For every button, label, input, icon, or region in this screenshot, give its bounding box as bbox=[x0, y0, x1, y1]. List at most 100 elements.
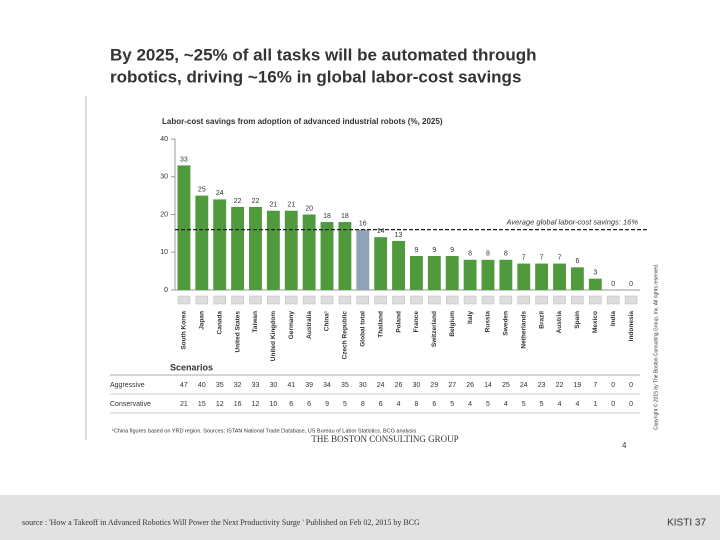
table-cell: 15 bbox=[198, 401, 206, 408]
flag bbox=[249, 295, 262, 305]
x-tick-label: Italy bbox=[467, 311, 474, 324]
table-cell: 4 bbox=[504, 401, 508, 408]
flag bbox=[553, 295, 566, 305]
bar bbox=[463, 259, 477, 290]
flag bbox=[606, 295, 620, 305]
table-cell: 33 bbox=[252, 382, 260, 389]
data-label: 9 bbox=[414, 247, 418, 254]
y-tick-label: 10 bbox=[160, 249, 168, 256]
flag bbox=[338, 295, 352, 305]
table-cell: 4 bbox=[558, 401, 562, 408]
table-cell: 14 bbox=[484, 382, 492, 389]
table-cell: 8 bbox=[414, 401, 418, 408]
y-tick-label: 30 bbox=[160, 174, 168, 181]
table-cell: 30 bbox=[413, 382, 421, 389]
data-label: 16 bbox=[359, 220, 367, 227]
x-tick-label: South Korea bbox=[181, 311, 188, 350]
bar bbox=[499, 259, 513, 290]
table-cell: 23 bbox=[538, 382, 546, 389]
data-label: 22 bbox=[234, 198, 242, 205]
x-tick-label: Spain bbox=[574, 311, 581, 329]
table-cell: 5 bbox=[343, 401, 347, 408]
data-label: 18 bbox=[323, 213, 331, 220]
flag bbox=[374, 295, 387, 305]
flag bbox=[428, 295, 441, 305]
table-cell: 34 bbox=[323, 382, 331, 389]
x-tick-label: Brazil bbox=[538, 311, 545, 329]
x-tick-label: Mexico bbox=[592, 311, 599, 333]
flag bbox=[571, 295, 584, 305]
table-cell: 0 bbox=[611, 401, 615, 408]
x-tick-label: India bbox=[610, 311, 617, 327]
source: source : 'How a Takeoff in Advanced Robo… bbox=[22, 518, 420, 527]
table-cell: 0 bbox=[629, 382, 633, 389]
data-label: 8 bbox=[468, 251, 472, 258]
data-label: 22 bbox=[252, 198, 260, 205]
bar bbox=[427, 256, 441, 290]
scenarios-title: Scenarios bbox=[170, 362, 213, 372]
data-label: 18 bbox=[341, 213, 349, 220]
table-cell: 5 bbox=[540, 401, 544, 408]
flag bbox=[499, 295, 513, 305]
table-cell: 4 bbox=[468, 401, 472, 408]
x-tick-label: Thailand bbox=[377, 311, 384, 338]
bar bbox=[284, 210, 298, 290]
table-cell: 19 bbox=[574, 382, 582, 389]
data-label: 8 bbox=[504, 251, 508, 258]
x-tick-label: Japan bbox=[199, 311, 206, 330]
flag bbox=[517, 295, 530, 305]
y-tick-label: 0 bbox=[164, 287, 168, 294]
flag bbox=[356, 295, 370, 305]
table-cell: 0 bbox=[611, 382, 615, 389]
data-label: 8 bbox=[486, 251, 490, 258]
table-cell: 6 bbox=[432, 401, 436, 408]
data-label: 0 bbox=[629, 281, 633, 288]
footer-band bbox=[0, 495, 720, 540]
table-cell: 1 bbox=[593, 401, 597, 408]
table-cell: 41 bbox=[287, 382, 295, 389]
table-cell: 30 bbox=[269, 382, 277, 389]
table-cell: 27 bbox=[448, 382, 456, 389]
x-tick-label: China¹ bbox=[324, 311, 331, 331]
table-cell: 30 bbox=[359, 382, 367, 389]
slide-title: robotics, driving ~16% in global labor-c… bbox=[110, 67, 521, 86]
table-cell: 24 bbox=[520, 382, 528, 389]
footnote: ¹China figures based on YRD region. Sour… bbox=[112, 428, 417, 434]
table-cell: 5 bbox=[450, 401, 454, 408]
flag bbox=[410, 295, 423, 305]
y-tick-label: 40 bbox=[160, 136, 168, 143]
footer-right: KISTI 37 bbox=[667, 518, 706, 529]
average-label: Average global labor-cost savings: 16% bbox=[506, 218, 639, 227]
table-cell: 6 bbox=[289, 401, 293, 408]
bar bbox=[177, 165, 191, 290]
data-label: 33 bbox=[180, 156, 188, 163]
bar bbox=[213, 199, 227, 290]
table-cell: 26 bbox=[466, 382, 474, 389]
data-label: 7 bbox=[540, 254, 544, 261]
table-cell: 12 bbox=[216, 401, 224, 408]
bar bbox=[570, 267, 584, 290]
data-label: 14 bbox=[377, 228, 385, 235]
bar bbox=[410, 256, 423, 290]
table-cell: 6 bbox=[307, 401, 311, 408]
flag bbox=[213, 295, 226, 305]
x-tick-label: Germany bbox=[288, 311, 295, 340]
page-number: 4 bbox=[622, 441, 627, 450]
table-cell: 4 bbox=[397, 401, 401, 408]
flag bbox=[589, 295, 602, 305]
row-label: Conservative bbox=[110, 401, 151, 408]
x-tick-label: United States bbox=[234, 311, 241, 353]
bar bbox=[392, 240, 405, 290]
flag bbox=[392, 295, 405, 305]
bar bbox=[231, 206, 245, 290]
bar bbox=[445, 256, 459, 290]
x-tick-label: Netherlands bbox=[520, 311, 527, 349]
data-label: 3 bbox=[593, 270, 597, 277]
flag bbox=[231, 295, 244, 305]
x-tick-label: Belgium bbox=[449, 311, 456, 337]
table-cell: 7 bbox=[593, 382, 597, 389]
flag bbox=[267, 295, 280, 305]
table-cell: 29 bbox=[430, 382, 438, 389]
bar bbox=[481, 259, 495, 290]
flag bbox=[177, 295, 191, 305]
